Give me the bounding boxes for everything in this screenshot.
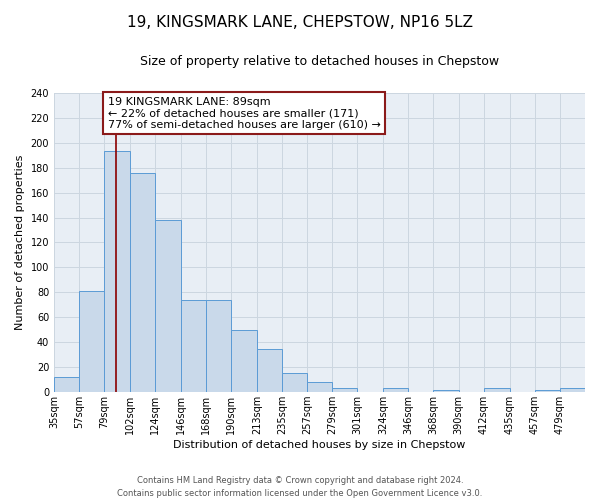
Bar: [79, 291, 104, 392]
Bar: [383, 388, 409, 392]
Bar: [181, 300, 206, 392]
Title: Size of property relative to detached houses in Chepstow: Size of property relative to detached ho…: [140, 55, 499, 68]
Bar: [433, 390, 458, 392]
Bar: [155, 220, 181, 392]
X-axis label: Distribution of detached houses by size in Chepstow: Distribution of detached houses by size …: [173, 440, 466, 450]
Bar: [206, 300, 230, 392]
Bar: [54, 377, 79, 392]
Text: 19, KINGSMARK LANE, CHEPSTOW, NP16 5LZ: 19, KINGSMARK LANE, CHEPSTOW, NP16 5LZ: [127, 15, 473, 30]
Bar: [560, 388, 585, 392]
Bar: [484, 388, 510, 392]
Bar: [307, 382, 332, 392]
Bar: [130, 172, 155, 392]
Bar: [230, 330, 257, 392]
Text: 19 KINGSMARK LANE: 89sqm
← 22% of detached houses are smaller (171)
77% of semi-: 19 KINGSMARK LANE: 89sqm ← 22% of detach…: [107, 96, 380, 130]
Y-axis label: Number of detached properties: Number of detached properties: [15, 155, 25, 330]
Bar: [257, 348, 282, 392]
Bar: [535, 390, 560, 392]
Bar: [332, 388, 357, 392]
Bar: [104, 152, 130, 392]
Text: Contains HM Land Registry data © Crown copyright and database right 2024.
Contai: Contains HM Land Registry data © Crown c…: [118, 476, 482, 498]
Bar: [282, 374, 307, 392]
